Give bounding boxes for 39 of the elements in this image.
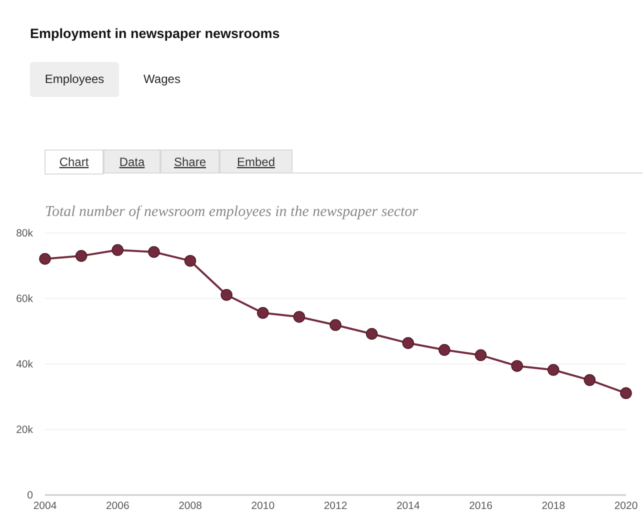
point xyxy=(402,337,414,349)
chart-subtitle: Total number of newsroom employees in the newspaper sector xyxy=(45,204,418,220)
y-tick-label: 40k xyxy=(16,358,34,371)
x-tick-label: 2020 xyxy=(614,500,638,512)
y-tick-label: 60k xyxy=(16,293,34,306)
text: Chart xyxy=(59,155,90,169)
x-tick-label: 2014 xyxy=(396,500,420,512)
text: Wages xyxy=(144,72,180,86)
point xyxy=(256,307,269,319)
x-tick-label: 2016 xyxy=(469,500,493,512)
point xyxy=(39,252,51,265)
y-tick-label: 80k xyxy=(16,228,34,240)
text: Data xyxy=(119,155,145,169)
y-tick-label: 20k xyxy=(16,424,34,436)
text: Embed xyxy=(236,155,276,169)
point xyxy=(438,344,450,356)
point xyxy=(184,254,196,267)
y-tick-label: 0 xyxy=(27,490,34,502)
point xyxy=(75,250,88,262)
point xyxy=(293,310,306,323)
x-tick-label: 2008 xyxy=(178,500,202,512)
point xyxy=(547,364,560,376)
point xyxy=(620,387,632,400)
point xyxy=(511,360,523,372)
point xyxy=(220,288,232,301)
point xyxy=(112,244,124,256)
text: Share xyxy=(174,155,206,169)
point xyxy=(330,319,342,331)
point xyxy=(366,328,378,340)
x-tick-label: 2010 xyxy=(251,500,275,512)
x-tick-label: 2018 xyxy=(542,500,566,512)
x-tick-label: 2006 xyxy=(106,500,130,512)
x-tick-label: 2004 xyxy=(33,500,57,512)
point xyxy=(584,374,596,386)
x-tick-label: 2012 xyxy=(324,500,348,512)
point xyxy=(148,246,160,258)
chart-title: Employment in newspaper newsrooms xyxy=(30,26,280,41)
text: Employees xyxy=(44,72,104,86)
point xyxy=(474,349,487,362)
